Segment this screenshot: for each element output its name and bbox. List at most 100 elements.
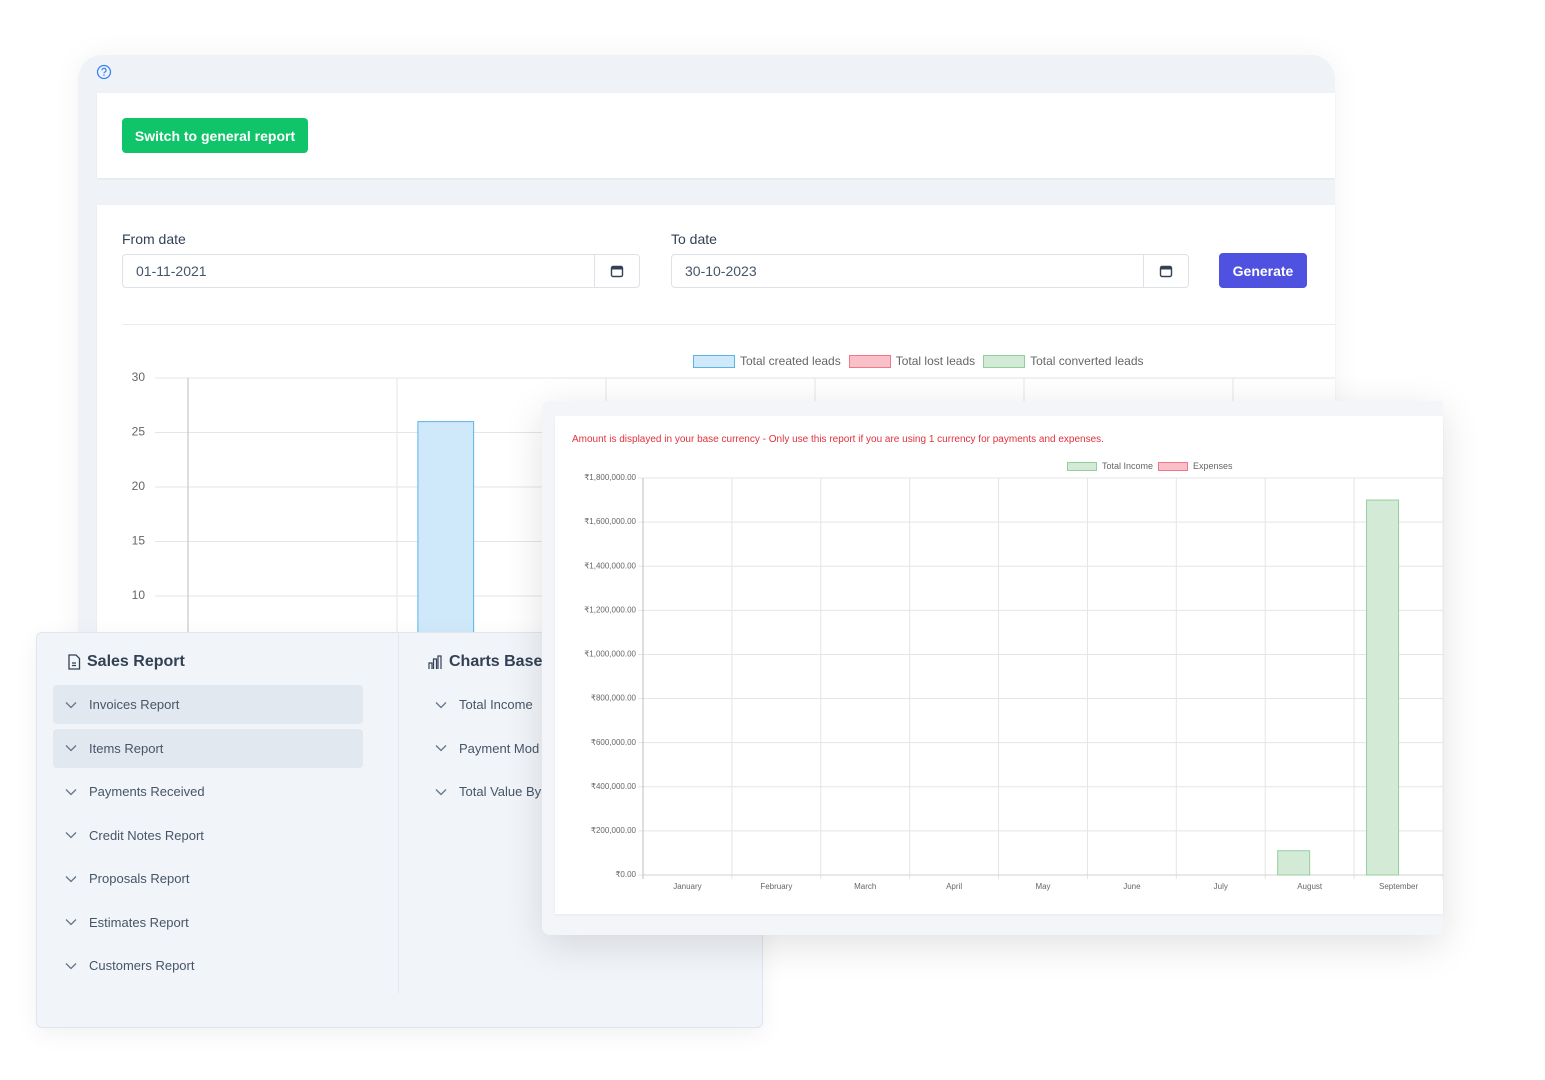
from-date-label: From date — [122, 231, 186, 247]
bar-chart-icon — [428, 655, 442, 669]
menu-item[interactable]: Proposals Report — [53, 859, 363, 898]
y-tick-label: ₹800,000.00 — [591, 694, 637, 703]
bar — [1277, 850, 1311, 876]
legend-label: Expenses — [1193, 461, 1233, 471]
chevron-path — [65, 788, 77, 795]
chevron-path — [65, 962, 77, 969]
section-title: Charts Base — [449, 653, 543, 670]
chevron-icon — [65, 962, 77, 969]
from-date-value: 01-11-2021 — [136, 263, 207, 279]
calendar-button[interactable] — [594, 255, 639, 287]
calendar-icon — [1159, 265, 1173, 278]
legend-item: Total lost leads — [848, 354, 976, 368]
menu-item-label: Total Value By — [459, 784, 542, 799]
legend-item: Expenses — [1158, 461, 1233, 471]
generate-button[interactable]: Generate — [1219, 253, 1307, 288]
chevron-icon — [65, 788, 77, 795]
chevron-icon — [435, 745, 447, 752]
x-tick-label: March — [854, 882, 876, 891]
chevron-path — [65, 919, 77, 926]
to-date-label: To date — [671, 231, 717, 247]
x-tick-label: February — [760, 882, 792, 891]
menu-item-label: Proposals Report — [89, 871, 190, 886]
menu-item[interactable]: Invoices Report — [53, 685, 363, 724]
menu-item-label: Customers Report — [89, 958, 195, 973]
chevron-icon — [435, 701, 447, 708]
chevron-icon — [435, 788, 447, 795]
y-tick-label: ₹1,800,000.00 — [584, 473, 636, 482]
section-title: Sales Report — [87, 653, 185, 670]
chevron-icon — [65, 875, 77, 882]
legend: Total Income Expenses — [1067, 461, 1233, 471]
y-tick-label: ₹1,200,000.00 — [584, 605, 636, 614]
divider — [122, 324, 1335, 325]
income-chart: ₹0.00 ₹200,000.00 ₹400,000.00 ₹600,000.00 ₹8… — [584, 473, 1443, 891]
legend-swatch — [693, 354, 735, 368]
x-tick-label: April — [946, 882, 962, 891]
from-date-input[interactable]: 01-11-2021 — [122, 254, 640, 288]
legend-item: Total converted leads — [983, 354, 1144, 368]
menu-item[interactable]: Total Income — [423, 685, 623, 724]
menu-item-label: Items Report — [89, 740, 164, 756]
menu-item[interactable]: Payments Received — [53, 772, 363, 811]
sales-report-heading: Sales Report — [67, 653, 185, 671]
y-tick-label: 30 — [132, 370, 146, 384]
menu-item-label: Payment Mod — [459, 740, 540, 756]
legend-item: Total created leads — [693, 354, 841, 368]
legend-swatch — [983, 354, 1026, 368]
legend-swatch — [1158, 461, 1189, 471]
menu-item-label: Credit Notes Report — [89, 827, 204, 843]
x-tick-label: June — [1123, 882, 1141, 891]
y-tick-label: ₹1,400,000.00 — [584, 561, 636, 570]
document-icon — [68, 654, 81, 670]
y-tick-label: 15 — [132, 534, 146, 548]
menu-item[interactable]: Estimates Report — [53, 903, 363, 942]
menu-item[interactable]: Customers Report — [53, 946, 363, 985]
legend-label: Total lost leads — [895, 354, 976, 368]
menu-item-label: Invoices Report — [89, 697, 180, 712]
y-tick-label: 20 — [132, 479, 146, 493]
menu-item[interactable]: Total Value By — [423, 772, 623, 811]
chevron-icon — [65, 701, 77, 708]
legend-item: Total Income — [1067, 461, 1153, 471]
chevron-path — [65, 745, 77, 752]
chevron-path — [65, 875, 77, 882]
y-tick-label: ₹1,000,000.00 — [584, 650, 636, 659]
x-tick-label: August — [1297, 882, 1323, 891]
bar — [1366, 499, 1400, 876]
menu-item[interactable]: Payment Mod — [423, 729, 623, 768]
x-tick-label: January — [673, 882, 701, 891]
legend-label: Total created leads — [740, 354, 841, 368]
chevron-icon — [65, 745, 77, 752]
sales-report-list: Invoices Report Items Report Payments Rece… — [53, 685, 363, 990]
chevron-path — [435, 745, 447, 752]
charts-based-heading: Charts Base — [427, 653, 542, 671]
chevron-path — [435, 788, 447, 795]
to-date-input[interactable]: 30-10-2023 — [671, 254, 1189, 288]
to-date-value: 30-10-2023 — [685, 263, 757, 279]
chevron-path — [65, 832, 77, 839]
y-tick-label: 10 — [132, 588, 146, 602]
menu-item[interactable]: Items Report — [53, 728, 363, 768]
legend-swatch — [1067, 461, 1097, 471]
menu-item-label: Total Income — [459, 697, 533, 712]
y-tick-label: ₹400,000.00 — [591, 782, 637, 791]
menu-item[interactable]: Credit Notes Report — [53, 816, 363, 855]
switch-report-button[interactable]: Switch to general report — [122, 118, 308, 153]
x-tick-label: July — [1214, 882, 1228, 891]
calendar-button[interactable] — [1143, 255, 1188, 287]
column-divider — [398, 633, 399, 993]
legend: Total created leads Total lost leads Total… — [693, 354, 1144, 368]
chevron-path — [65, 701, 77, 708]
y-tick-label: ₹600,000.00 — [591, 738, 637, 747]
help-icon[interactable] — [96, 64, 112, 80]
y-tick-label: 25 — [132, 425, 146, 439]
chevron-icon — [65, 919, 77, 926]
menu-item-label: Payments Received — [89, 784, 205, 799]
legend-swatch — [848, 354, 891, 368]
legend-label: Total Income — [1102, 461, 1154, 471]
y-tick-label: ₹0.00 — [615, 870, 636, 879]
calendar-icon — [610, 265, 624, 278]
menu-item-label: Estimates Report — [89, 914, 189, 930]
